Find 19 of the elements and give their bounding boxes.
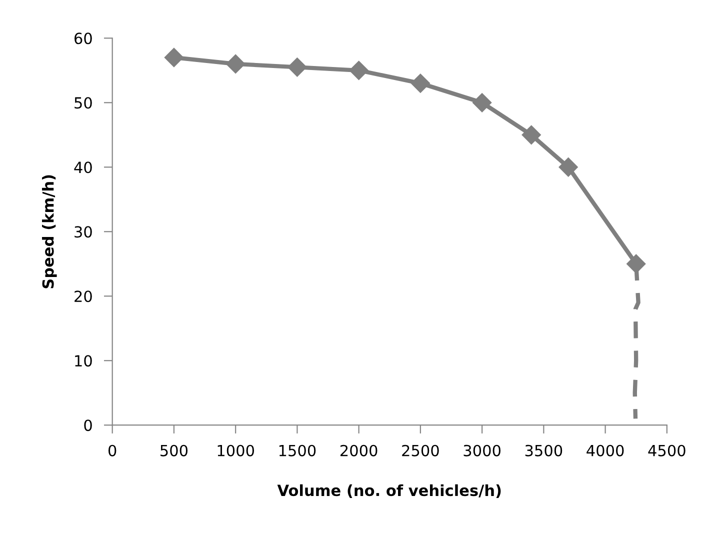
x-tick-label: 4000 [586, 444, 624, 456]
x-tick-label: 500 [160, 444, 188, 456]
y-tick-label: 20 [74, 290, 92, 302]
x-tick-label: 4500 [648, 444, 686, 456]
x-tick-label: 0 [108, 444, 116, 456]
y-tick-label: 60 [74, 32, 92, 44]
y-tick-label: 10 [75, 355, 92, 367]
y-tick-label: 0 [84, 420, 92, 432]
x-tick-label: 1000 [218, 444, 254, 456]
x-axis-title: Volume (no. of vehicles/h) [277, 484, 501, 498]
y-axis-title: Speed (km/h) [42, 175, 57, 288]
x-tick-label: 1500 [279, 444, 316, 456]
y-tick-label: 30 [74, 226, 92, 238]
x-tick-label: 3500 [525, 444, 562, 456]
x-tick-label: 3000 [464, 444, 500, 456]
x-tick-label: 2000 [340, 444, 378, 456]
x-tick-label: 2500 [402, 444, 439, 456]
y-tick-label: 50 [74, 97, 92, 109]
y-tick-label: 40 [74, 162, 92, 174]
